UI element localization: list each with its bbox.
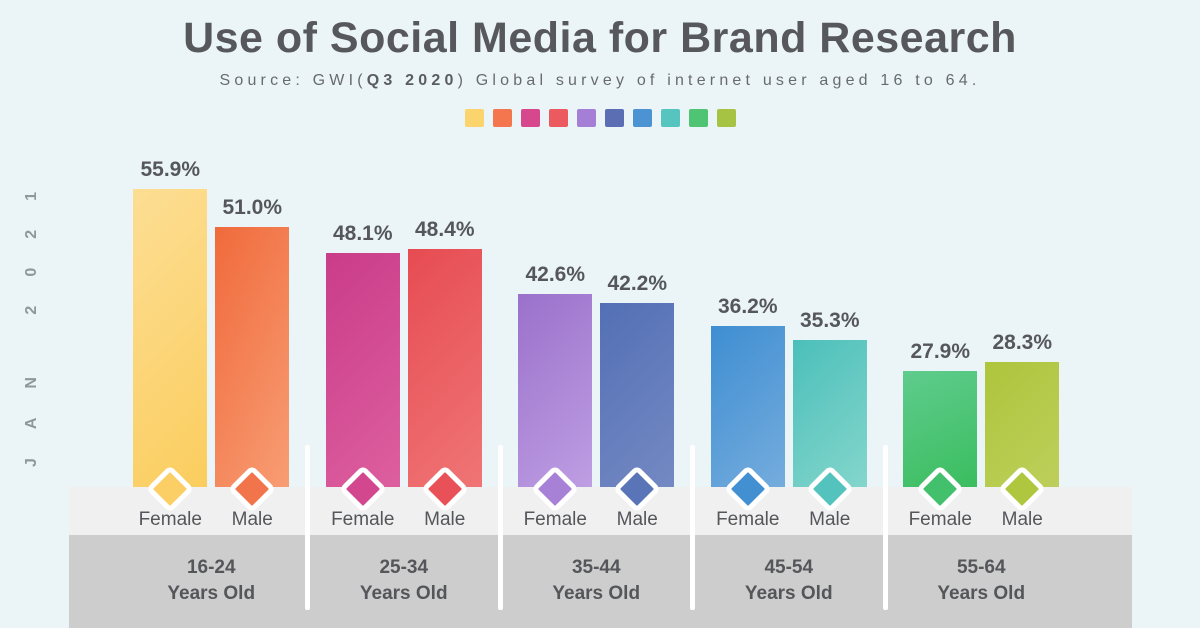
gender-label-male-35-44: Male [616, 509, 658, 530]
age-group-label-35-44: 35-44 Years Old [500, 555, 693, 607]
legend-swatch-8 [660, 109, 680, 127]
age-suffix-text: Years Old [359, 583, 448, 604]
gender-label-female-55-64: Female [908, 509, 972, 530]
age-suffix-text: Years Old [744, 583, 833, 604]
bar-female-35-44 [518, 294, 593, 487]
legend-swatch-4 [548, 109, 568, 127]
group-divider-1 [305, 445, 310, 610]
age-group-label-25-34: 25-34 Years Old [308, 555, 501, 607]
gender-label-male-25-34: Male [424, 509, 466, 530]
legend-swatch-3 [520, 109, 540, 127]
group-divider-4 [882, 445, 888, 610]
source-note: Source: GWI(Q3 2020) Global survey of in… [0, 72, 1200, 90]
group-divider-2 [497, 445, 503, 610]
bar-female-45-54 [710, 326, 785, 487]
bar-male-45-54 [792, 340, 867, 487]
legend-swatch-10 [716, 109, 736, 127]
bar-female-25-34 [325, 253, 400, 487]
source-note-prefix: Source: GWI( [219, 72, 367, 89]
bar-male-25-34 [407, 249, 482, 487]
page-title: Use of Social Media for Brand Research [183, 14, 1017, 62]
age-group-35-44: 42.6% Female 42.2% Male 35-44 Years Old [500, 0, 693, 628]
value-label-female-45-54: 36.2% [717, 295, 778, 318]
age-suffix-text: Years Old [167, 583, 256, 604]
value-label-male-55-64: 28.3% [992, 331, 1053, 354]
gender-label-male-16-24: Male [231, 509, 273, 530]
group-divider-3 [690, 445, 695, 610]
value-label-female-16-24: 55.9% [140, 158, 201, 181]
value-label-male-25-34: 48.4% [414, 218, 475, 241]
bar-male-35-44 [600, 303, 675, 487]
legend-swatch-7 [632, 109, 652, 127]
age-group-45-54: 36.2% Female 35.3% Male 45-54 Years Old [693, 0, 886, 628]
gender-label-female-25-34: Female [331, 509, 395, 530]
age-group-label-16-24: 16-24 Years Old [115, 555, 308, 607]
gender-label-male-55-64: Male [1001, 509, 1043, 530]
gender-label-male-45-54: Male [809, 509, 851, 530]
age-suffix-text: Years Old [552, 583, 641, 604]
value-label-male-35-44: 42.2% [607, 272, 668, 295]
age-group-25-34: 48.1% Female 48.4% Male 25-34 Years Old [308, 0, 501, 628]
value-label-female-35-44: 42.6% [525, 263, 586, 286]
age-range-text: 16-24 [186, 557, 236, 578]
legend-swatch-9 [688, 109, 708, 127]
age-group-55-64: 27.9% Female 28.3% Male 55-64 Years Old [885, 0, 1078, 628]
bar-male-16-24 [215, 227, 290, 487]
legend-swatch-5 [576, 109, 596, 127]
age-suffix-text: Years Old [937, 583, 1026, 604]
source-note-suffix: ) Global survey of internet user aged 16… [457, 72, 981, 89]
age-group-label-45-54: 45-54 Years Old [693, 555, 886, 607]
gender-label-female-35-44: Female [523, 509, 587, 530]
value-label-female-55-64: 27.9% [910, 340, 971, 363]
legend-swatch-2 [492, 109, 512, 127]
source-note-quarter: Q3 2020 [366, 72, 458, 89]
legend-color-strip [0, 109, 1200, 127]
age-group-16-24: 55.9% Female 51.0% Male 16-24 Years Old [115, 0, 308, 628]
age-range-text: 25-34 [379, 557, 429, 578]
age-group-label-55-64: 55-64 Years Old [885, 555, 1078, 607]
age-group-band [69, 535, 1132, 628]
gender-label-female-16-24: Female [138, 509, 202, 530]
value-label-male-16-24: 51.0% [222, 196, 283, 219]
value-label-male-45-54: 35.3% [799, 309, 860, 332]
value-label-female-25-34: 48.1% [332, 222, 393, 245]
bar-female-16-24 [133, 189, 208, 487]
age-range-text: 45-54 [764, 557, 814, 578]
age-range-text: 35-44 [571, 557, 621, 578]
legend-swatch-6 [604, 109, 624, 127]
gender-label-female-45-54: Female [716, 509, 780, 530]
legend-swatch-1 [464, 109, 484, 127]
age-range-text: 55-64 [956, 557, 1006, 578]
